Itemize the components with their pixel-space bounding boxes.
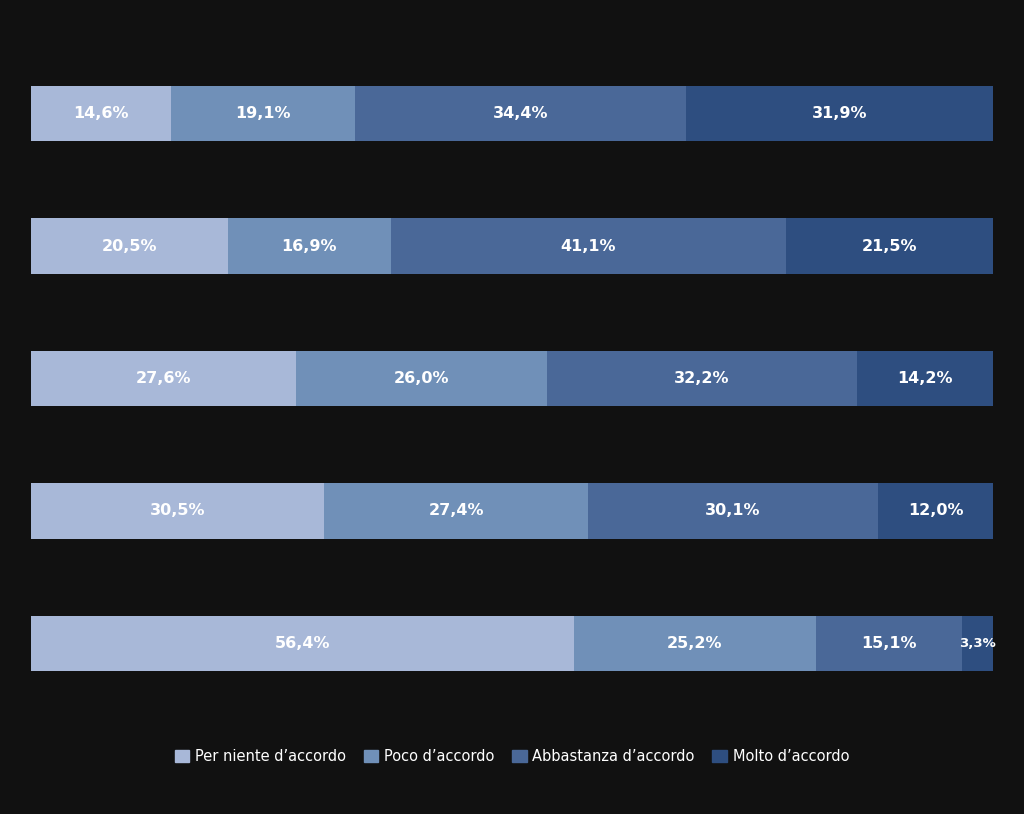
Text: 27,6%: 27,6% <box>136 371 191 386</box>
Text: 26,0%: 26,0% <box>394 371 450 386</box>
Bar <box>547 351 857 406</box>
Text: 32,2%: 32,2% <box>674 371 729 386</box>
Bar <box>31 484 325 539</box>
Bar <box>325 484 588 539</box>
Text: 31,9%: 31,9% <box>812 106 867 121</box>
Text: 27,4%: 27,4% <box>428 504 484 519</box>
Bar <box>31 615 573 672</box>
Text: 30,1%: 30,1% <box>706 504 761 519</box>
Bar <box>391 218 786 274</box>
Text: 21,5%: 21,5% <box>862 239 918 253</box>
Bar <box>355 85 686 142</box>
Bar <box>962 615 993 672</box>
Bar <box>31 351 296 406</box>
Text: 3,3%: 3,3% <box>959 637 995 650</box>
Bar <box>228 218 391 274</box>
Bar <box>686 85 993 142</box>
Text: 56,4%: 56,4% <box>274 636 330 651</box>
Bar <box>857 351 993 406</box>
Text: 16,9%: 16,9% <box>282 239 337 253</box>
Bar <box>31 85 171 142</box>
Text: 19,1%: 19,1% <box>236 106 291 121</box>
Text: 12,0%: 12,0% <box>908 504 964 519</box>
Bar <box>816 615 962 672</box>
Bar <box>31 218 228 274</box>
Bar <box>588 484 878 539</box>
Text: 14,6%: 14,6% <box>74 106 129 121</box>
Text: 14,2%: 14,2% <box>897 371 952 386</box>
Text: 20,5%: 20,5% <box>101 239 157 253</box>
Text: 30,5%: 30,5% <box>150 504 205 519</box>
Bar <box>786 218 993 274</box>
Text: 15,1%: 15,1% <box>861 636 916 651</box>
Bar <box>296 351 547 406</box>
Text: 34,4%: 34,4% <box>493 106 549 121</box>
Text: 25,2%: 25,2% <box>668 636 723 651</box>
Bar <box>171 85 355 142</box>
Legend: Per niente d’accordo, Poco d’accordo, Abbastanza d’accordo, Molto d’accordo: Per niente d’accordo, Poco d’accordo, Ab… <box>169 743 855 770</box>
Text: 41,1%: 41,1% <box>561 239 616 253</box>
Bar <box>573 615 816 672</box>
Bar <box>878 484 993 539</box>
